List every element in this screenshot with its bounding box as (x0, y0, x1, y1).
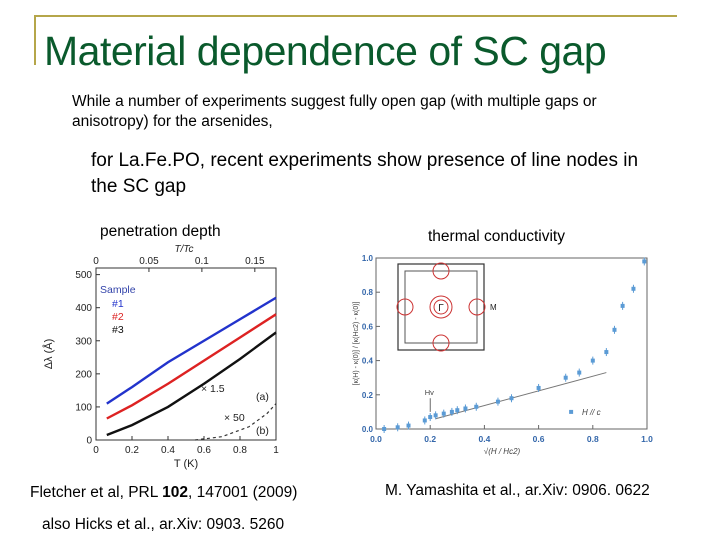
y-tick-label: 0.8 (362, 288, 374, 297)
data-point (604, 350, 609, 355)
inset-gamma-pocket (429, 295, 453, 319)
top-tick-label: 0.05 (139, 256, 159, 267)
data-point (474, 404, 479, 409)
y-tick-label: 300 (75, 336, 92, 347)
data-point (495, 399, 500, 404)
data-point (395, 425, 400, 430)
subhead-text: for La.Fe.PO, recent experiments show pr… (91, 150, 639, 197)
x-tick-label: 0.6 (533, 434, 545, 444)
title-accent-bar (34, 15, 36, 65)
data-point (449, 409, 454, 414)
y-tick-label: 0.4 (362, 357, 374, 366)
x-tick-label: 0.8 (587, 434, 599, 444)
y-tick-label: 0.0 (362, 425, 374, 434)
y-tick-label: 0.2 (362, 391, 374, 400)
dashed-curve (194, 403, 277, 441)
legend-entry-2: #2 (112, 311, 124, 323)
y-tick-label: 0 (86, 436, 92, 447)
data-point (406, 423, 411, 428)
inset-m-pocket (396, 298, 414, 316)
series-line-3 (106, 331, 277, 437)
inset-m-pocket (468, 298, 486, 316)
y-tick-label: 400 (75, 303, 92, 314)
data-point (428, 415, 433, 420)
thermal-conductivity-chart: 0.0 0.2 0.4 0.6 0.8 1.0 0.0 0.2 0.4 0.6 0.8 1.0 [κ(H… (353, 254, 653, 456)
y-axis-label: Δλ (Å) (42, 339, 55, 370)
legend-entry: H // c (582, 408, 601, 417)
data-point (441, 411, 446, 416)
x-tick-label: 0.2 (125, 445, 139, 456)
data-point (509, 396, 514, 401)
x-tick-label: 0.0 (370, 434, 382, 444)
series-line-2 (106, 313, 277, 420)
data-point (612, 327, 617, 332)
inset-gamma-label: Γ (438, 303, 444, 314)
citation-hicks: also Hicks et al., ar.Xiv: 0903. 5260 (42, 516, 285, 533)
x-tick-label: 0 (93, 445, 99, 456)
citation-fletcher-pre: Fletcher et al, PRL (30, 484, 163, 501)
plot-frame (95, 267, 277, 441)
data-point (422, 418, 427, 423)
y-tick-label: 200 (75, 369, 92, 380)
inset-m-label: M (490, 303, 497, 312)
y-tick-label: 0.6 (362, 322, 374, 331)
annotation-a: (a) (256, 391, 269, 403)
x-tick-label: 0.4 (478, 434, 490, 444)
x-tick-label: 0.8 (233, 445, 247, 456)
plot-frame (375, 257, 648, 430)
top-tick-label: 0.15 (245, 256, 265, 267)
thermal-conductivity-label: thermal conductivity (428, 228, 565, 245)
y-tick-label: 100 (75, 402, 92, 413)
citation-yamashita: M. Yamashita et al., ar.Xiv: 0906. 0622 (385, 482, 650, 499)
intro-text: While a number of experiments suggest fu… (72, 93, 597, 130)
x-tick-label: 0.4 (161, 445, 175, 456)
series-line-1 (106, 296, 277, 405)
inset-frame (397, 263, 485, 351)
data-point (631, 286, 636, 291)
data-point (455, 408, 460, 413)
data-point (590, 358, 595, 363)
data-point (536, 385, 541, 390)
penetration-depth-label: penetration depth (100, 223, 221, 240)
x-tick-label: 1.0 (641, 434, 653, 444)
annotation-b: (b) (256, 425, 269, 437)
y-tick-label: 1.0 (362, 254, 374, 263)
data-point (382, 427, 387, 431)
data-point (563, 375, 568, 380)
inset-zone (404, 270, 478, 344)
x-axis-label: √(H / Hc2) (484, 447, 521, 456)
top-tick-label: 0.1 (195, 256, 209, 267)
citation-fletcher-volume: 102 (162, 484, 188, 501)
annotation-x50: × 50 (224, 412, 245, 424)
slide-title: Material dependence of SC gap (44, 28, 607, 74)
legend-title: Sample (100, 284, 136, 296)
citation-fletcher: Fletcher et al, PRL 102, 147001 (2009) (30, 484, 297, 502)
fit-line (435, 372, 607, 420)
data-point (463, 406, 468, 411)
x-axis-label: T (K) (174, 458, 198, 470)
x-tick-label: 1 (273, 445, 279, 456)
top-tick-label: 0 (93, 256, 99, 267)
x-tick-label: 0.2 (424, 434, 436, 444)
inset-m-pocket (432, 262, 450, 280)
y-tick-label: 500 (75, 270, 92, 281)
annotation-hv: Hv (425, 388, 434, 397)
inset-gamma-pocket-inner (433, 299, 449, 315)
legend-entry-1: #1 (112, 298, 124, 310)
y-axis-label: [κ(H) - κ(0)] / [κ(Hc2) - κ(0)] (353, 301, 360, 385)
legend-entry-3: #3 (112, 324, 124, 336)
top-axis-label: T/Tc (174, 244, 193, 255)
legend-marker (569, 409, 574, 414)
x-tick-label: 0.6 (197, 445, 211, 456)
data-point (433, 413, 438, 418)
annotation-x1.5: × 1.5 (201, 383, 225, 395)
data-point (642, 259, 647, 264)
citation-fletcher-post: , 147001 (2009) (187, 484, 298, 501)
data-point (620, 303, 625, 308)
inset-m-pocket (432, 334, 450, 352)
data-point (577, 370, 582, 375)
title-accent-line (34, 15, 677, 17)
